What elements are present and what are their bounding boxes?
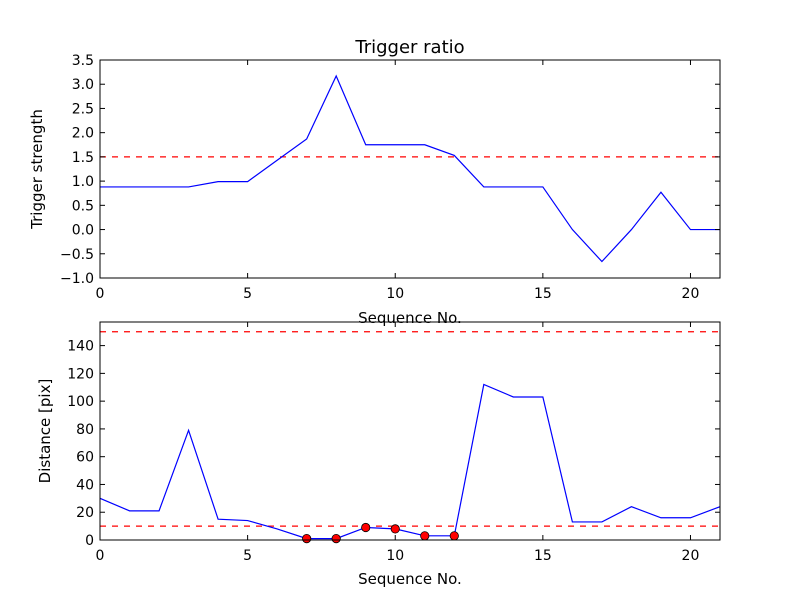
y-axis-label: Distance [pix] — [36, 379, 54, 484]
series-line — [100, 383, 720, 540]
x-tick-label: 10 — [386, 548, 404, 564]
trigger-ratio-plot: Trigger ratio Trigger strength Sequence … — [28, 37, 721, 327]
y-tick-label: 2.0 — [72, 126, 94, 142]
y-tick-label: 140 — [67, 339, 94, 355]
x-tick-label: 10 — [386, 286, 404, 302]
y-tick-label: 3.5 — [72, 53, 94, 69]
y-tick-label: 1.0 — [72, 174, 94, 190]
y-tick-label: 20 — [76, 505, 94, 521]
y-tick-label: 0 — [85, 533, 94, 549]
plot-frame — [99, 59, 721, 279]
x-axis-label: Sequence No. — [358, 570, 462, 588]
y-tick-label: 100 — [67, 394, 94, 410]
y-tick-label: 120 — [67, 366, 94, 382]
x-tick-label: 15 — [534, 548, 552, 564]
data-point-marker — [361, 522, 371, 533]
data-point-marker — [302, 534, 312, 544]
y-tick-label: 3.0 — [72, 77, 94, 93]
y-tick-label: 80 — [76, 422, 94, 438]
x-tick-label: 0 — [96, 286, 105, 302]
series-line — [100, 74, 720, 263]
y-tick-label: −0.5 — [60, 247, 94, 263]
distance-plot: Distance [pix] Sequence No. 0 5 10 15 20 0 20 4… — [36, 321, 721, 588]
x-tick-label: 5 — [243, 548, 252, 564]
data-point-marker — [420, 531, 430, 541]
x-tick-label: 5 — [243, 286, 252, 302]
y-tick-label: 1.5 — [72, 150, 94, 166]
x-tick-label: 20 — [682, 286, 700, 302]
x-tick-label: 15 — [534, 286, 552, 302]
y-tick-label: 0.0 — [72, 223, 94, 239]
y-tick-label: 60 — [76, 450, 94, 466]
data-point-marker — [390, 524, 400, 534]
y-tick-label: 2.5 — [72, 101, 94, 117]
plot-frame — [99, 321, 721, 541]
y-tick-label: −1.0 — [60, 271, 94, 287]
data-point-marker — [449, 531, 459, 541]
chart-title: Trigger ratio — [354, 37, 464, 58]
data-point-marker — [331, 534, 341, 544]
y-axis-label: Trigger strength — [28, 109, 46, 230]
y-tick-label: 0.5 — [72, 198, 94, 214]
x-axis-label: Sequence No. — [358, 309, 462, 327]
y-tick-label: 40 — [76, 477, 94, 493]
x-tick-label: 20 — [682, 548, 700, 564]
x-tick-label: 0 — [96, 548, 105, 564]
